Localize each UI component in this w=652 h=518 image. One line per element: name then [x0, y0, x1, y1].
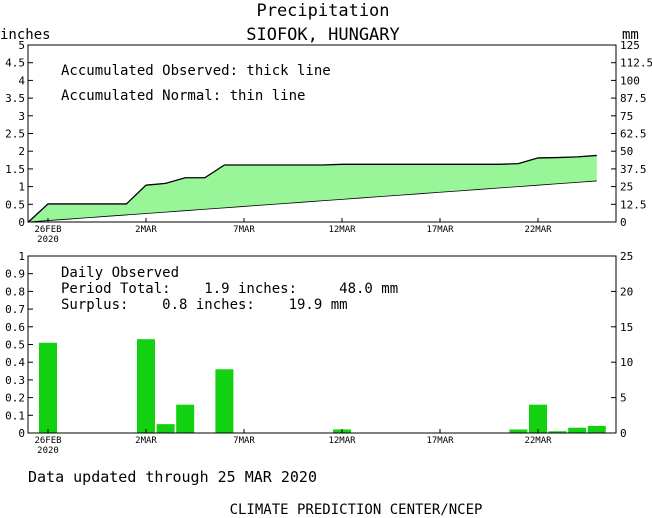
bottom-left-tick-label: 0.3: [5, 374, 25, 387]
accumulated-observed-line: [27, 154, 597, 223]
top-right-tick-label: 37.5: [620, 163, 647, 176]
daily-bar: [215, 369, 234, 433]
top-x-tick-label: 7MAR: [233, 225, 255, 235]
bottom-left-tick-label: 0.8: [5, 285, 25, 298]
accumulated-panel: 00.511.522.533.544.55012.52537.55062.575…: [5, 39, 652, 245]
top-right-tick-label: 87.5: [620, 92, 647, 105]
top-right-tick-label: 125: [620, 39, 640, 52]
bottom-left-tick-label: 1: [18, 250, 25, 263]
bottom-right-tick-label: 25: [620, 250, 633, 263]
daily-bar: [587, 425, 606, 433]
legend-entry: Accumulated Normal: thin line: [61, 88, 305, 104]
top-left-tick-label: 3.5: [5, 92, 25, 105]
legend-entry: Accumulated Observed: thick line: [61, 63, 331, 79]
top-x-tick-label: 12MAR: [328, 225, 356, 235]
top-right-tick-label: 75: [620, 110, 633, 123]
top-x-tick-label: 26FEB: [34, 225, 61, 235]
top-x-tick-label: 17MAR: [426, 225, 454, 235]
daily-panel: 00.10.20.30.40.50.60.70.80.9105101520252…: [5, 250, 633, 456]
top-right-tick-label: 112.5: [620, 57, 652, 70]
bottom-right-tick-label: 5: [620, 392, 627, 405]
top-x-tick-sublabel: 2020: [37, 235, 59, 245]
daily-bar: [39, 342, 57, 433]
top-right-tick-label: 50: [620, 145, 633, 158]
data-updated-note: Data updated through 25 MAR 2020: [28, 468, 317, 486]
daily-summary-line: Daily Observed: [61, 265, 179, 281]
top-right-tick-label: 100: [620, 74, 640, 87]
chart-subtitle: SIOFOK, HUNGARY: [246, 25, 400, 45]
top-left-tick-label: 4: [18, 74, 25, 87]
top-left-tick-label: 0: [18, 216, 25, 229]
bottom-x-tick-label: 2MAR: [135, 436, 157, 446]
bottom-right-tick-label: 10: [620, 356, 633, 369]
bottom-left-tick-label: 0: [18, 427, 25, 440]
bottom-left-tick-label: 0.5: [5, 339, 25, 352]
daily-bar: [156, 424, 175, 433]
daily-summary-line: Surplus: 0.8 inches: 19.9 mm: [61, 297, 348, 313]
bottom-right-tick-label: 15: [620, 321, 633, 334]
bottom-left-tick-label: 0.6: [5, 321, 25, 334]
top-left-tick-label: 2: [18, 145, 25, 158]
daily-bar: [137, 339, 155, 433]
accumulated-surplus-area: [28, 155, 597, 222]
bottom-x-tick-label: 22MAR: [524, 436, 552, 446]
top-left-tick-label: 5: [18, 39, 25, 52]
chart-title: Precipitation: [256, 1, 389, 21]
top-left-tick-label: 1: [18, 181, 25, 194]
bottom-left-tick-label: 0.7: [5, 303, 25, 316]
top-left-unit: inches: [0, 27, 51, 43]
bottom-x-tick-sublabel: 2020: [37, 446, 59, 456]
bottom-x-tick-label: 26FEB: [34, 436, 61, 446]
daily-bar: [529, 404, 547, 433]
daily-bar: [509, 429, 528, 433]
top-left-tick-label: 4.5: [5, 57, 25, 70]
daily-summary-line: Period Total: 1.9 inches: 48.0 mm: [61, 281, 398, 297]
top-left-tick-label: 2.5: [5, 128, 25, 141]
top-right-tick-label: 62.5: [620, 128, 647, 141]
bottom-x-tick-label: 17MAR: [426, 436, 454, 446]
daily-bar: [176, 404, 195, 433]
bottom-left-tick-label: 0.2: [5, 392, 25, 405]
bottom-left-tick-label: 0.4: [5, 356, 25, 369]
daily-bar: [568, 427, 587, 433]
top-right-tick-label: 0: [620, 216, 627, 229]
top-x-tick-label: 2MAR: [135, 225, 157, 235]
top-right-tick-label: 12.5: [620, 198, 647, 211]
top-left-tick-label: 3: [18, 110, 25, 123]
top-right-unit: mm: [622, 27, 639, 43]
bottom-x-tick-label: 12MAR: [328, 436, 356, 446]
credit-line: CLIMATE PREDICTION CENTER/NCEP: [230, 502, 483, 518]
top-x-tick-label: 22MAR: [524, 225, 552, 235]
top-left-tick-label: 0.5: [5, 198, 25, 211]
daily-bar: [548, 431, 567, 433]
top-left-tick-label: 1.5: [5, 163, 25, 176]
bottom-left-tick-label: 0.9: [5, 268, 25, 281]
top-right-tick-label: 25: [620, 181, 633, 194]
bottom-x-tick-label: 7MAR: [233, 436, 255, 446]
bottom-left-tick-label: 0.1: [5, 409, 25, 422]
bottom-right-tick-label: 20: [620, 285, 633, 298]
bottom-right-tick-label: 0: [620, 427, 627, 440]
accumulated-normal-line: [28, 180, 597, 223]
